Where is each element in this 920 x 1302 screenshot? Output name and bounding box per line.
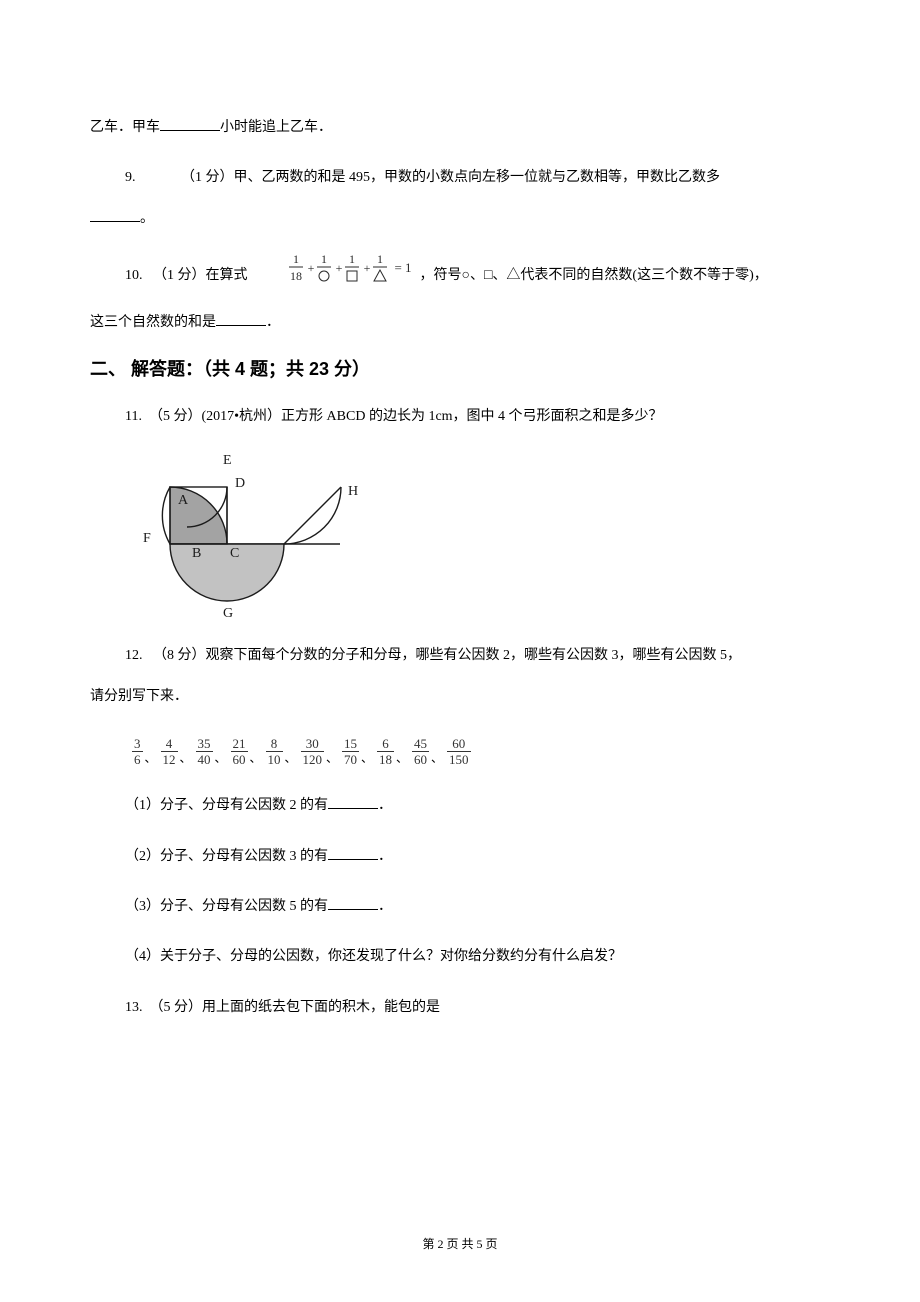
q12: 12. （8 分）观察下面每个分数的分子和分母，哪些有公因数 2，哪些有公因数 … — [90, 638, 830, 674]
q9-line2: 。 — [90, 201, 830, 237]
q10-num: 10. — [125, 268, 143, 283]
label-A: A — [178, 493, 189, 508]
q13-num: 13. — [125, 1000, 143, 1015]
frac-6: 1570 — [342, 737, 359, 766]
frac-0: 36 — [132, 737, 143, 766]
svg-text:+: + — [336, 261, 343, 275]
q10-post: ． — [266, 315, 280, 330]
q12-blank3 — [328, 896, 378, 910]
q13-text: （5 分）用上面的纸去包下面的积木，能包的是 — [150, 1000, 441, 1015]
q10-pre: （1 分）在算式 — [153, 268, 251, 283]
svg-text:= 1: = 1 — [394, 260, 411, 275]
label-G: G — [223, 606, 233, 619]
frac-8: 4560 — [412, 737, 429, 766]
p1-post: 小时能追上乙车． — [220, 120, 332, 135]
q12-blank2 — [328, 846, 378, 860]
q10-formula: 1 18 + 1 + 1 + 1 = 1 — [251, 251, 416, 300]
q12-intro: （8 分）观察下面每个分数的分子和分母，哪些有公因数 2，哪些有公因数 3，哪些… — [153, 648, 741, 663]
frac-4: 810 — [266, 737, 283, 766]
p1: 乙车．甲车 小时能追上乙车． — [90, 110, 830, 146]
label-D: D — [235, 476, 245, 491]
q10-line2: 这三个自然数的和是 — [90, 315, 216, 330]
q12-fractions: 36、 412、 3540、 2160、 810、 30120、 1570、 6… — [130, 737, 830, 766]
label-B: B — [192, 546, 201, 561]
frac-2: 3540 — [196, 737, 213, 766]
svg-text:1: 1 — [321, 252, 327, 266]
q12-sub4: （4）关于分子、分母的公因数，你还发现了什么？对你给分数约分有什么启发？ — [90, 939, 830, 975]
label-F: F — [143, 531, 151, 546]
q10-mid: ，符号○、□、△代表不同的自然数(这三个数不等于零)， — [416, 268, 768, 283]
q11-num: 11. — [125, 409, 142, 424]
p1-pre: 乙车．甲车 — [90, 120, 160, 135]
q12-intro2-wrap: 请分别写下来． — [90, 679, 830, 715]
label-C: C — [230, 546, 239, 561]
svg-text:18: 18 — [290, 269, 302, 283]
label-H: H — [348, 484, 358, 499]
page-footer: 第 2 页 共 5 页 — [0, 1235, 920, 1252]
label-E: E — [223, 453, 232, 468]
q12-sub2: （2）分子、分母有公因数 3 的有． — [90, 839, 830, 875]
q13: 13. （5 分）用上面的纸去包下面的积木，能包的是 — [90, 990, 830, 1026]
q11-diagram: E D H F A B C G — [130, 449, 830, 624]
q10-blank — [216, 312, 266, 326]
q10-line2-wrap: 这三个自然数的和是 ． — [90, 305, 830, 341]
section-2-heading: 二、 解答题：（共 4 题；共 23 分） — [90, 355, 830, 381]
q9-post: 。 — [140, 211, 154, 226]
q9-blank — [90, 208, 140, 222]
q11: 11. （5 分）(2017•杭州）正方形 ABCD 的边长为 1cm，图中 4… — [90, 399, 830, 435]
q9: 9. （1 分）甲、乙两数的和是 495，甲数的小数点向左移一位就与乙数相等，甲… — [90, 160, 830, 196]
frac-3: 2160 — [231, 737, 248, 766]
frac-5: 30120 — [301, 737, 325, 766]
svg-text:1: 1 — [349, 252, 355, 266]
svg-text:1: 1 — [293, 252, 299, 266]
q12-num: 12. — [125, 648, 143, 663]
q10: 10. （1 分）在算式 1 18 + 1 + 1 + 1 = 1 ，符号○、□、… — [90, 251, 830, 300]
q12-blank1 — [328, 795, 378, 809]
q9-num: 9. — [125, 170, 136, 185]
q9-pre: （1 分）甲、乙两数的和是 495，甲数的小数点向左移一位就与乙数相等，甲数比乙… — [181, 170, 720, 185]
q12-intro2: 请分别写下来． — [90, 689, 188, 704]
svg-text:+: + — [308, 261, 315, 275]
svg-text:+: + — [364, 261, 371, 275]
q11-text: （5 分）(2017•杭州）正方形 ABCD 的边长为 1cm，图中 4 个弓形… — [149, 409, 663, 424]
p1-blank — [160, 117, 220, 131]
frac-9: 60150 — [447, 737, 471, 766]
q12-sub3: （3）分子、分母有公因数 5 的有． — [90, 889, 830, 925]
q12-sub1: （1）分子、分母有公因数 2 的有． — [90, 788, 830, 824]
frac-1: 412 — [161, 737, 178, 766]
svg-text:1: 1 — [377, 252, 383, 266]
frac-7: 618 — [377, 737, 394, 766]
